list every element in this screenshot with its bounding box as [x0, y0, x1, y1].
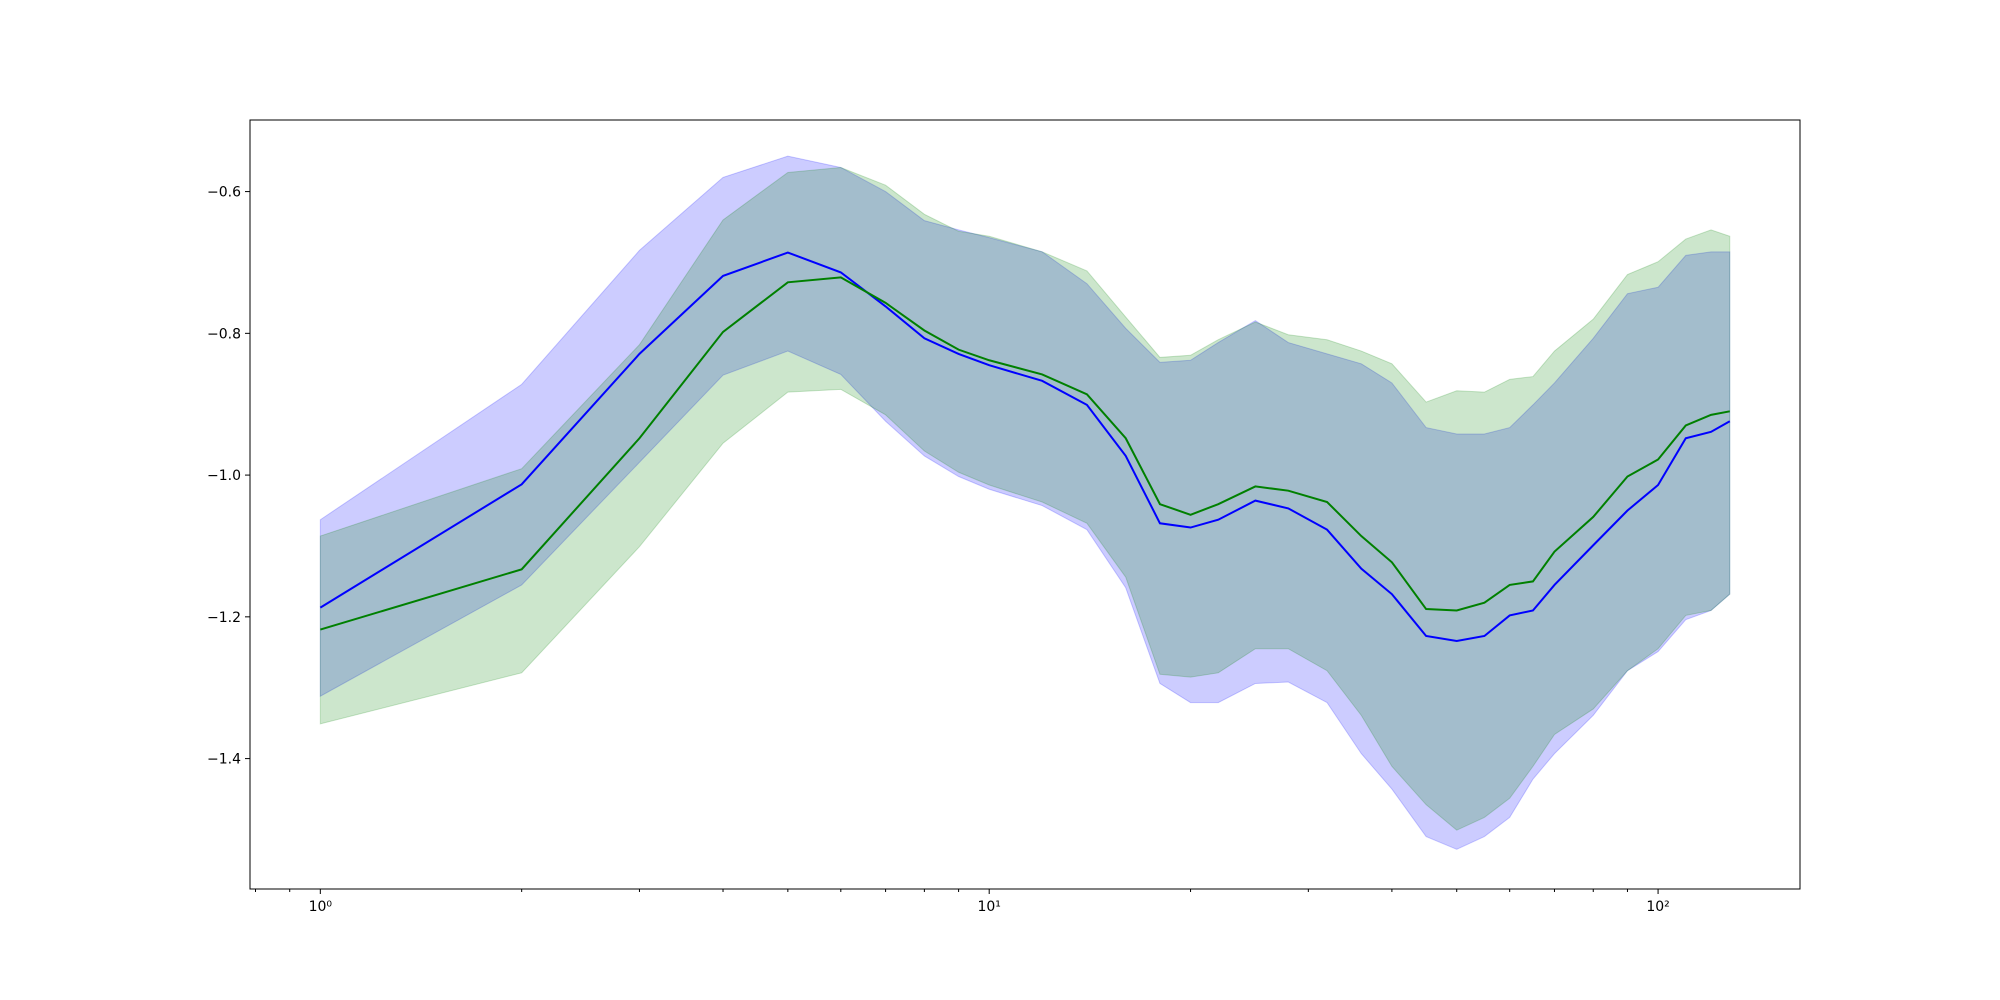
y-tick-label: −0.6 [207, 185, 241, 201]
y-tick-label: −1.2 [207, 610, 241, 626]
band [319, 155, 1731, 850]
y-tick-label: −1.4 [207, 752, 241, 768]
y-tick-label: −0.8 [207, 326, 241, 342]
line [319, 251, 1731, 642]
x-tick-label: 10¹ [977, 899, 1000, 915]
y-tick-label: −1.0 [207, 468, 241, 484]
line [320, 276, 1730, 631]
x-tick-label: 10² [1646, 899, 1669, 915]
plot-frame [249, 119, 1801, 890]
band [319, 166, 1731, 831]
x-tick-label: 10⁰ [309, 899, 333, 915]
